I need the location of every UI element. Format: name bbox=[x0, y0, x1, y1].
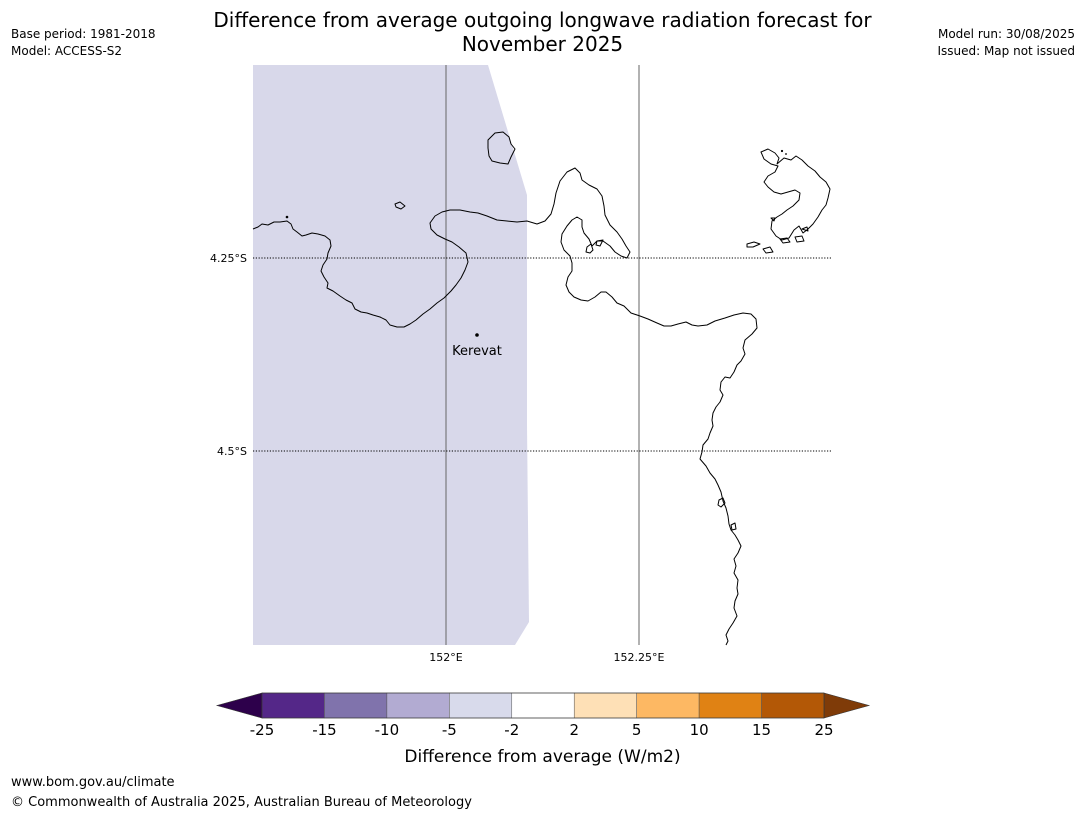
islet-w bbox=[770, 217, 776, 222]
run-info: Model run: 30/08/2025 Issued: Map not is… bbox=[937, 26, 1075, 60]
colorbar-segment bbox=[761, 692, 825, 719]
lat-label-4-25: 4.25°S bbox=[210, 252, 247, 265]
inner-lake bbox=[585, 243, 594, 254]
colorbar-segment bbox=[449, 692, 513, 719]
base-info: Base period: 1981-2018 Model: ACCESS-S2 bbox=[11, 26, 156, 60]
colorbar-segment bbox=[636, 692, 700, 719]
place-label-kerevat: Kerevat bbox=[452, 344, 502, 359]
colorbar-segment bbox=[324, 692, 388, 719]
colorbar-frame bbox=[261, 692, 825, 719]
colorbar-tick-label: 15 bbox=[752, 721, 771, 739]
islet-inner bbox=[595, 239, 604, 247]
colorbar-tick-label: 10 bbox=[690, 721, 709, 739]
lat-label-4-5: 4.5°S bbox=[217, 445, 247, 458]
base-period: Base period: 1981-2018 bbox=[11, 27, 156, 41]
colorbar-tick-label: 5 bbox=[632, 721, 642, 739]
colorbar-tick-label: -2 bbox=[504, 721, 519, 739]
islet-se-1 bbox=[746, 241, 761, 248]
islet-se-3 bbox=[779, 237, 791, 244]
islet-dot-2 bbox=[780, 149, 784, 153]
colorbar-tick-label: 2 bbox=[569, 721, 579, 739]
colorbar-label: Difference from average (W/m2) bbox=[404, 747, 681, 767]
colorbar-segment bbox=[511, 692, 575, 719]
colorbar: -25 -15 -10 -5 -2 2 5 10 15 25 bbox=[215, 692, 871, 739]
place-marker-kerevat bbox=[475, 333, 479, 337]
colorbar-tick-label: -5 bbox=[442, 721, 457, 739]
colorbar-extend-high bbox=[823, 692, 871, 719]
duke-of-york-islands bbox=[760, 148, 831, 241]
colorbar-segment bbox=[573, 692, 637, 719]
colorbar-tick-label: -15 bbox=[312, 721, 337, 739]
island-north bbox=[487, 131, 516, 165]
issued-status: Issued: Map not issued bbox=[937, 44, 1075, 58]
lon-label-152-25: 152.25°E bbox=[614, 651, 665, 664]
colorbar-extend-low bbox=[215, 692, 263, 719]
colorbar-segment bbox=[698, 692, 762, 719]
footer-copyright: © Commonwealth of Australia 2025, Austra… bbox=[11, 795, 472, 810]
coastline-main bbox=[252, 167, 758, 646]
islet-dot-3 bbox=[785, 153, 787, 155]
islet-river-1 bbox=[717, 497, 726, 508]
title-line-2: November 2025 bbox=[461, 32, 624, 56]
islet-se-2 bbox=[762, 246, 774, 254]
model-name: Model: ACCESS-S2 bbox=[11, 44, 123, 58]
colorbar-tick-label: 25 bbox=[814, 721, 833, 739]
islet-e bbox=[801, 226, 809, 232]
colorbar-tick-label: -10 bbox=[375, 721, 400, 739]
map-title: Difference from average outgoing longwav… bbox=[180, 8, 905, 56]
lon-label-152: 152°E bbox=[429, 651, 462, 664]
model-run: Model run: 30/08/2025 bbox=[937, 27, 1075, 41]
footer-url[interactable]: www.bom.gov.au/climate bbox=[11, 775, 175, 790]
islet-west bbox=[394, 201, 406, 210]
islet-dot-1 bbox=[285, 215, 289, 219]
colorbar-tick-label: -25 bbox=[250, 721, 275, 739]
islet-se-4 bbox=[794, 235, 805, 243]
islet-river-2 bbox=[730, 522, 737, 531]
colorbar-segment bbox=[386, 692, 450, 719]
colorbar-segment bbox=[261, 692, 325, 719]
title-line-1: Difference from average outgoing longwav… bbox=[213, 8, 872, 32]
